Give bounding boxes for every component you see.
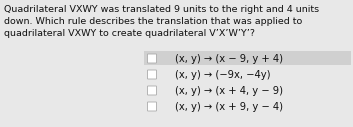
Text: Quadrilateral VXWY was translated 9 units to the right and 4 units
down. Which r: Quadrilateral VXWY was translated 9 unit…	[4, 5, 319, 38]
Text: (x, y) → (x + 9, y − 4): (x, y) → (x + 9, y − 4)	[175, 101, 283, 112]
FancyBboxPatch shape	[148, 102, 156, 111]
Bar	[144, 51, 351, 65]
FancyBboxPatch shape	[148, 54, 156, 63]
Text: (x, y) → (x + 4, y − 9): (x, y) → (x + 4, y − 9)	[175, 85, 283, 96]
Text: (x, y) → (x − 9, y + 4): (x, y) → (x − 9, y + 4)	[175, 53, 283, 64]
Text: (x, y) → (−9x, −4y): (x, y) → (−9x, −4y)	[175, 69, 270, 80]
FancyBboxPatch shape	[148, 86, 156, 95]
FancyBboxPatch shape	[148, 70, 156, 79]
